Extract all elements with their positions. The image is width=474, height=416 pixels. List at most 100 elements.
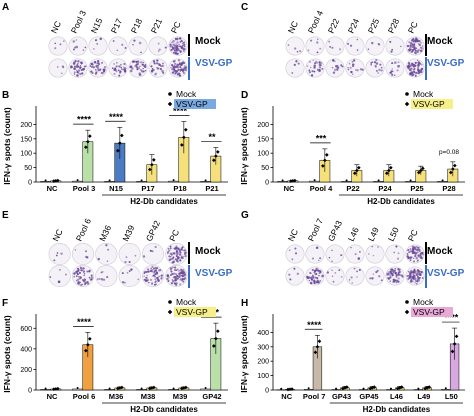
panel-e: E NC Pool 6 M36 M39 GP42 PC Mock VSV-GP — [0, 208, 237, 298]
well-column-label: PC — [406, 228, 420, 243]
legend-vsv-label: VSV-GP — [413, 99, 445, 109]
well-column-label: N15 — [89, 16, 105, 35]
well-column-label: P18 — [129, 17, 145, 35]
elispot-well — [168, 58, 188, 78]
y-axis-title: IFN-γ spots (count) — [239, 107, 249, 185]
mock-point — [377, 179, 380, 182]
y-tick-label: 150 — [20, 136, 32, 143]
x-category-label: P28 — [442, 184, 455, 193]
y-tick-label: 0 — [28, 180, 32, 187]
elispot-well — [405, 266, 425, 286]
elispot-well — [345, 244, 365, 264]
y-tick-label: 0 — [265, 180, 269, 187]
vsv-point — [180, 143, 184, 147]
vsv-point — [150, 162, 154, 167]
legend-vsv-marker — [404, 101, 410, 107]
legend-vsv-marker — [404, 309, 410, 315]
vsv-point — [148, 167, 152, 172]
well-column-label: GP43 — [326, 219, 344, 243]
panel-g-vsv-label: VSV-GP — [427, 268, 465, 279]
y-tick-label: 200 — [20, 122, 32, 129]
elispot-well — [305, 36, 325, 56]
panel-a-label: A — [2, 2, 10, 13]
elispot-well — [385, 36, 405, 56]
bar-mock — [441, 389, 451, 391]
legend-vsv-label: VSV-GP — [176, 307, 208, 317]
panel-g-mock-label: Mock — [427, 246, 453, 257]
panel-a-vsv-label: VSV-GP — [195, 58, 233, 69]
significance-stars: *** — [316, 133, 327, 143]
elispot-well — [48, 264, 71, 288]
vsv-point — [84, 348, 88, 353]
significance-stars: **** — [77, 317, 92, 327]
legend-mock-marker — [405, 92, 409, 96]
panel-d-chart: IFN-γ spots (count) 0 50 100 150 200 NC Pool 4 P… — [239, 89, 465, 206]
well-column-label: PC — [406, 20, 420, 35]
x-category-label: P25 — [410, 184, 423, 193]
panel-b: B IFN-γ spots (count) 0 50 100 150 200 NC Pool … — [0, 88, 237, 208]
significance-stars: **** — [444, 313, 459, 323]
legend-vsv-marker — [167, 309, 173, 315]
panel-a-mock-label: Mock — [195, 36, 221, 47]
x-category-label: N15 — [109, 184, 123, 193]
well-column-label: Pool 4 — [306, 9, 325, 35]
elispot-well — [325, 36, 345, 56]
x-category-label: P17 — [141, 184, 154, 193]
elispot-well — [128, 36, 148, 56]
elispot-well — [365, 266, 385, 286]
x-axis-title: H2-Db candidates — [367, 197, 435, 206]
y-tick-label: 200 — [257, 359, 269, 366]
panel-h: H IFN-γ spots (count) 0 100 200 300 400 NC Pool… — [237, 296, 474, 416]
x-category-label: M36 — [109, 392, 124, 401]
mock-point — [345, 179, 348, 182]
elispot-well — [148, 58, 168, 78]
elispot-well — [108, 58, 128, 78]
x-category-label: NC — [47, 392, 58, 401]
bar-mock — [304, 389, 314, 391]
bar-mock — [72, 388, 83, 391]
panel-h-label: H — [241, 298, 249, 309]
panel-g-label: G — [241, 210, 249, 221]
vsv-point — [88, 336, 92, 341]
mock-point — [76, 179, 79, 182]
elispot-well — [405, 58, 425, 78]
elispot-well — [165, 242, 188, 266]
panel-f-chart: IFN-γ spots (count) 0 200 400 600 NC Pool 6 M36… — [2, 297, 228, 414]
legend-vsv-highlight — [174, 99, 216, 109]
significance-stars: **** — [77, 115, 92, 125]
elispot-well — [71, 264, 95, 288]
vsv-point — [88, 134, 92, 138]
vsv-point — [454, 334, 459, 339]
significance-stars: ** — [208, 132, 216, 142]
x-category-label: Pool 4 — [310, 184, 333, 193]
vsv-point — [216, 150, 220, 154]
bar-mock — [168, 389, 179, 391]
panel-c-label: C — [241, 2, 249, 13]
mock-point — [44, 179, 47, 182]
legend-mock-label: Mock — [413, 89, 434, 99]
bar-mock — [168, 180, 179, 183]
elispot-well — [71, 242, 95, 266]
bar-mock — [40, 181, 51, 183]
panel-b-label: B — [2, 90, 10, 101]
mock-point — [204, 179, 207, 182]
x-category-label: P18 — [173, 184, 186, 193]
legend-vsv-highlight — [174, 307, 216, 317]
bar-mock — [341, 181, 352, 183]
y-tick-label: 50 — [24, 165, 32, 172]
vsv-point — [372, 385, 377, 389]
elispot-well — [141, 264, 165, 288]
vsv-point — [152, 385, 156, 390]
mock-point — [409, 179, 412, 182]
mock-point — [281, 179, 284, 182]
x-axis-title: H2-Db candidates — [130, 197, 198, 206]
bar-mock — [136, 181, 147, 183]
elispot-well — [68, 58, 88, 78]
well-column-label: P22 — [326, 17, 342, 35]
x-category-label: NC — [281, 392, 292, 401]
y-tick-label: 100 — [20, 151, 32, 158]
legend-mock-label: Mock — [176, 297, 197, 307]
bar-mock — [309, 180, 320, 183]
elispot-well — [118, 264, 141, 288]
vsv-point — [214, 154, 218, 158]
